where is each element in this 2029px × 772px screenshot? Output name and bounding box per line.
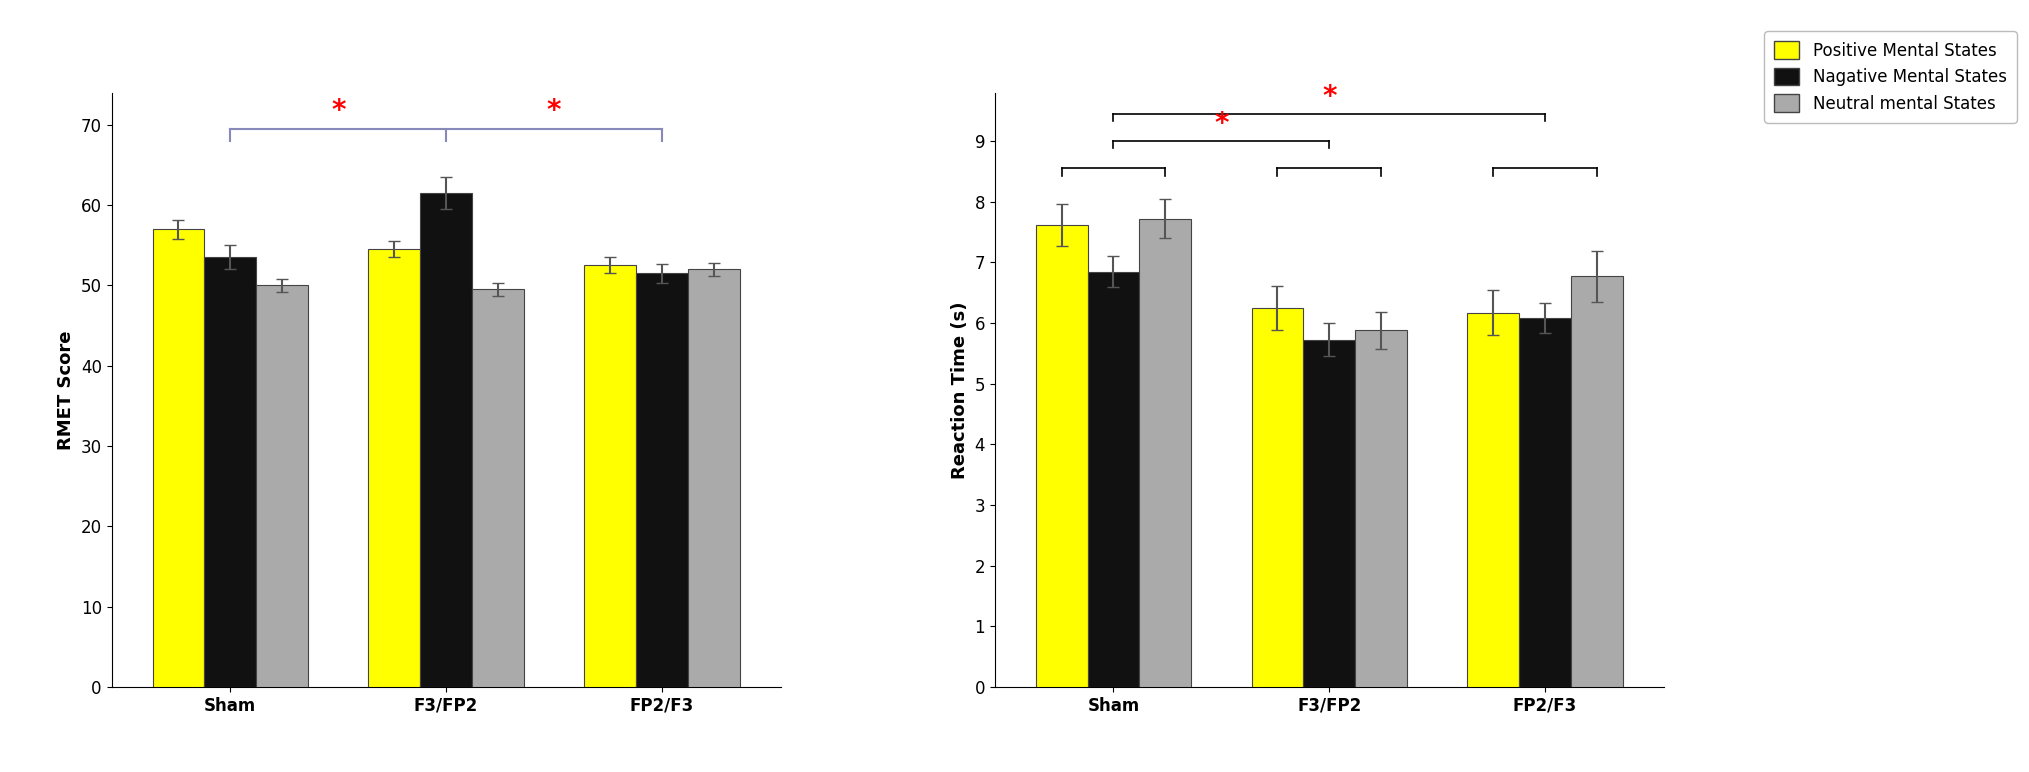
Bar — [1467, 313, 1520, 687]
Text: *: * — [331, 96, 345, 125]
Bar — [635, 273, 688, 687]
Bar — [584, 266, 635, 687]
Y-axis label: Reaction Time (s): Reaction Time (s) — [952, 301, 968, 479]
Bar — [205, 257, 256, 687]
Bar — [1252, 308, 1303, 687]
Bar — [1355, 330, 1406, 687]
Bar — [256, 286, 308, 687]
Bar — [1140, 218, 1191, 687]
Text: *: * — [1213, 110, 1230, 138]
Bar — [369, 249, 420, 687]
Bar — [1303, 340, 1355, 687]
Text: *: * — [546, 96, 562, 125]
Bar — [1570, 276, 1623, 687]
Bar — [420, 193, 473, 687]
Y-axis label: RMET Score: RMET Score — [57, 330, 75, 449]
Bar — [1035, 225, 1088, 687]
Bar — [1088, 272, 1140, 687]
Bar — [473, 290, 523, 687]
Legend: Positive Mental States, Nagative Mental States, Neutral mental States: Positive Mental States, Nagative Mental … — [1765, 32, 2017, 123]
Bar — [1520, 318, 1570, 687]
Text: *: * — [1323, 83, 1337, 111]
Bar — [152, 229, 205, 687]
Bar — [688, 269, 741, 687]
